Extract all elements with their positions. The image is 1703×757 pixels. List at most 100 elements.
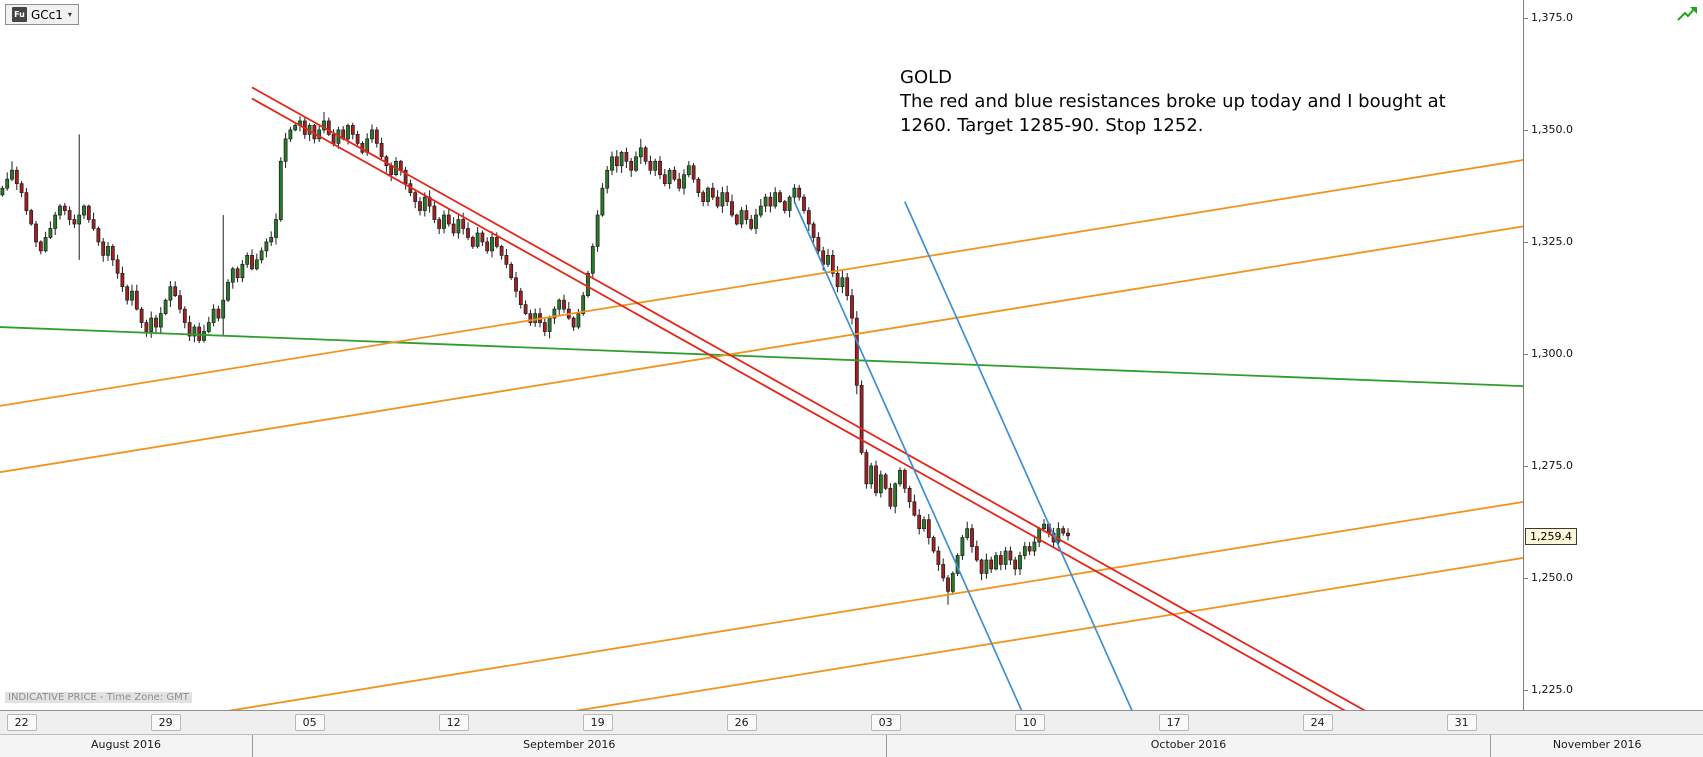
price-axis-tick <box>1524 17 1528 19</box>
candle-down <box>662 174 667 185</box>
candle-up <box>48 228 53 238</box>
candle-down <box>154 317 158 328</box>
candle-down <box>1061 528 1066 534</box>
candle-up <box>346 125 350 140</box>
candle-up <box>898 470 902 485</box>
candle-up <box>634 156 638 171</box>
blue-channel-left[interactable] <box>793 201 1023 710</box>
candle-down <box>173 286 178 297</box>
candle-down <box>874 465 878 494</box>
candle-up <box>168 286 173 301</box>
candle-down <box>398 160 403 171</box>
date-tick-05[interactable]: 05 <box>294 714 325 731</box>
date-tick-19[interactable]: 19 <box>582 714 613 731</box>
price-axis[interactable]: 1,259.4 1,375.0 1,350.0 1,325.0 1,300.0 1,27… <box>1523 0 1703 710</box>
date-tick-22[interactable]: 22 <box>6 714 37 731</box>
candle-down <box>936 550 941 565</box>
candle-down <box>250 255 254 270</box>
candle-up <box>422 196 427 211</box>
trend-up-icon[interactable] <box>1677 6 1699 23</box>
candle-down <box>734 214 739 225</box>
candle-down <box>355 134 360 144</box>
orange-channel-line-4[interactable] <box>0 557 1523 710</box>
last-price-badge: 1,259.4 <box>1525 527 1577 545</box>
candle-up <box>211 308 216 323</box>
date-tick-10[interactable]: 10 <box>1014 714 1045 731</box>
candle-up <box>605 169 610 189</box>
candle-up <box>269 237 274 243</box>
candle-down <box>845 277 850 297</box>
instrument-tab[interactable]: Fu GCc1 ▾ <box>5 4 79 25</box>
date-tick-29[interactable]: 29 <box>150 714 181 731</box>
chevron-down-icon[interactable]: ▾ <box>67 10 72 19</box>
annotation-line: The red and blue resistances broke up to… <box>900 91 1446 112</box>
candle-up <box>1018 555 1022 570</box>
candle-up <box>758 205 763 216</box>
candle-down <box>514 277 518 292</box>
price-axis-tick <box>1524 241 1528 243</box>
candle-down <box>710 187 715 198</box>
date-tick-31[interactable]: 31 <box>1446 714 1477 731</box>
indicative-price-watermark: INDICATIVE PRICE - Time Zone: GMT <box>5 692 192 703</box>
candle-up <box>653 160 658 171</box>
price-axis-tick <box>1524 129 1528 131</box>
candle-down <box>614 156 619 167</box>
candle-down <box>811 223 816 238</box>
candle-up <box>1022 546 1027 556</box>
candle-up <box>283 138 288 162</box>
candle-up <box>130 290 134 301</box>
candle-up <box>557 299 562 310</box>
candle-down <box>331 134 336 144</box>
candle-up <box>240 263 245 279</box>
date-tick-03[interactable]: 03 <box>870 714 901 731</box>
candle-down <box>830 255 835 274</box>
candle-up <box>994 555 998 570</box>
price-axis-label: 1,375.0 <box>1531 10 1573 24</box>
candle-up <box>58 205 62 216</box>
candle-down <box>782 201 787 211</box>
green-support-line[interactable] <box>0 326 1523 388</box>
candle-up <box>686 165 691 176</box>
candle-down <box>571 317 576 328</box>
chart-plot-area[interactable]: GOLD The red and blue resistances broke … <box>0 0 1523 710</box>
month-label: August 2016 <box>91 738 161 751</box>
candle-up <box>322 120 326 131</box>
candle-down <box>38 241 43 252</box>
candle-down <box>120 272 125 288</box>
candlestick-chart[interactable] <box>0 0 1523 710</box>
candle-down <box>691 165 696 180</box>
candle-down <box>1008 550 1013 561</box>
candle-down <box>835 272 840 288</box>
candle-down <box>802 196 806 211</box>
candle-down <box>509 263 514 279</box>
candle-down <box>379 143 384 158</box>
date-tick-26[interactable]: 26 <box>726 714 757 731</box>
time-axis[interactable]: 22 29 05 12 19 26 03 10 17 24 31 <box>0 710 1703 734</box>
candle-up <box>149 317 154 332</box>
red-resistance-upper[interactable] <box>251 86 1366 710</box>
candle-down <box>480 232 485 243</box>
chart-annotation: GOLD The red and blue resistances broke … <box>900 66 1446 138</box>
orange-channel-line-3[interactable] <box>0 501 1523 710</box>
function-icon: Fu <box>12 7 27 22</box>
candle-down <box>974 546 979 561</box>
date-tick-24[interactable]: 24 <box>1302 714 1333 731</box>
candle-up <box>581 295 586 314</box>
blue-channel-right[interactable] <box>904 201 1133 710</box>
candle-down <box>326 120 331 135</box>
annotation-line: 1260. Target 1285-90. Stop 1252. <box>900 115 1204 136</box>
orange-channel-line-1[interactable] <box>0 159 1523 407</box>
price-axis-label: 1,225.0 <box>1531 682 1573 696</box>
candle-down <box>725 192 730 202</box>
candle-down <box>466 228 470 238</box>
candle-down <box>178 295 182 310</box>
red-resistance-lower[interactable] <box>251 97 1346 710</box>
date-tick-17[interactable]: 17 <box>1158 714 1189 731</box>
candle-up <box>1032 541 1037 552</box>
date-tick-12[interactable]: 12 <box>438 714 469 731</box>
candle-up <box>552 308 557 319</box>
candle-up <box>840 277 845 288</box>
candle-down <box>806 210 811 225</box>
candle-up <box>77 214 82 225</box>
orange-channel-line-2[interactable] <box>0 225 1523 474</box>
